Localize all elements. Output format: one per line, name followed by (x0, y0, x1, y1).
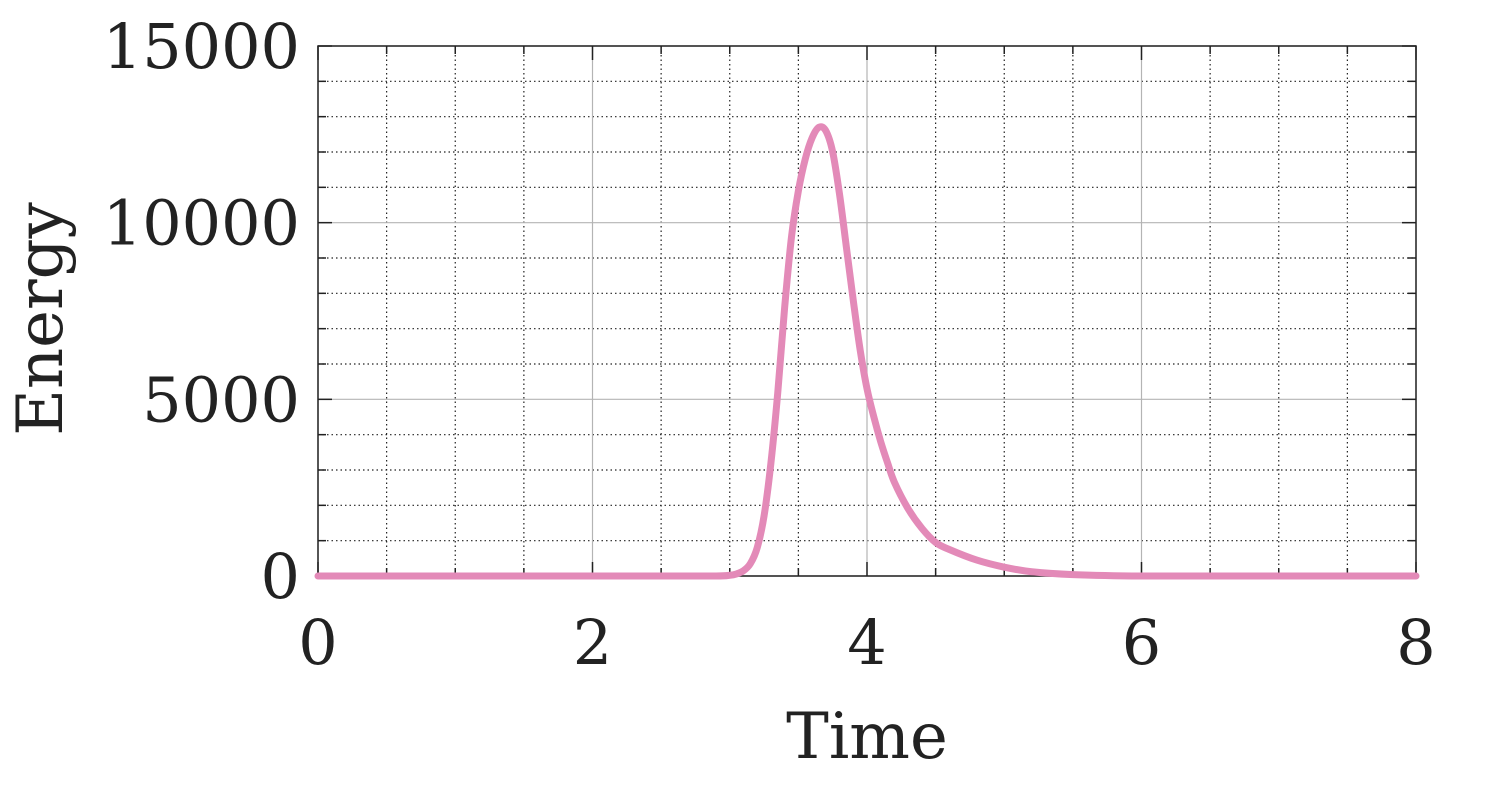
major-grid (317, 45, 1417, 577)
x-tick-label: 2 (573, 606, 612, 679)
y-tick-label: 5000 (142, 363, 300, 436)
y-tick-label: 10000 (103, 187, 300, 260)
x-tick-label: 8 (1396, 606, 1435, 679)
y-axis-label: Energy (4, 202, 78, 436)
plot-frame (317, 45, 1417, 577)
x-tick-labels: 0 2 4 6 8 (298, 606, 1435, 679)
energy-series-line (314, 123, 1420, 580)
x-axis-label: Time (786, 700, 948, 774)
series-layer (314, 123, 1420, 580)
x-tick-label: 0 (298, 606, 337, 679)
y-tick-label: 0 (261, 540, 300, 613)
y-tick-label: 15000 (103, 10, 300, 83)
x-tick-label: 4 (847, 606, 886, 679)
x-tick-label: 6 (1122, 606, 1161, 679)
y-tick-labels: 0 5000 10000 15000 (103, 10, 300, 613)
